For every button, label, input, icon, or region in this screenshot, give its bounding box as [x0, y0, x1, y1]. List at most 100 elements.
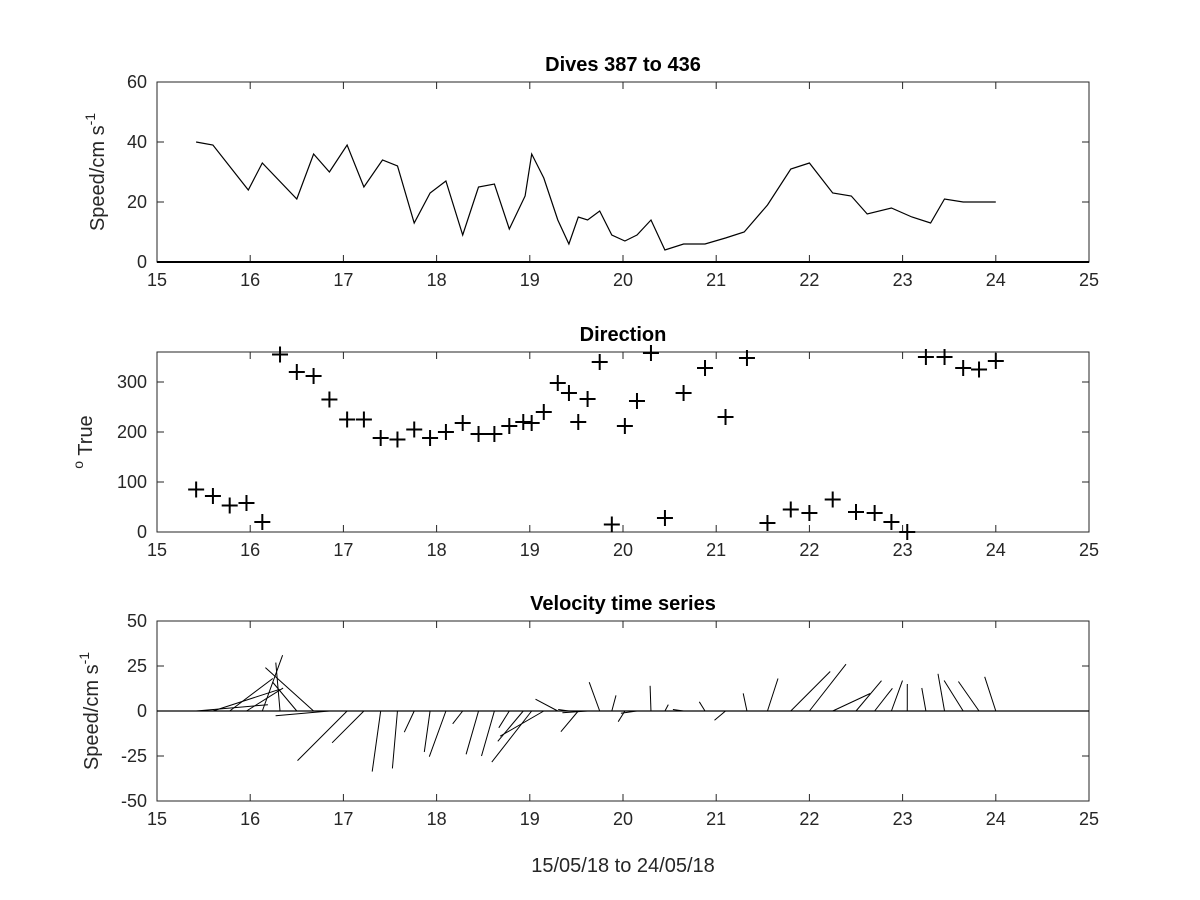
velocity-stick [403, 710, 415, 733]
velocity-panel: Velocity time series 15 16 17 18 19 20 21 22 23 2… [76, 593, 1099, 829]
velocity-stick [874, 687, 893, 712]
x-tick-label: 17 [333, 540, 353, 560]
velocity-stick [832, 693, 871, 712]
direction-point [642, 345, 659, 361]
velocity-stick [535, 698, 558, 712]
speed-plot-frame [156, 81, 1090, 263]
velocity-axis-ticks: 15 16 17 18 19 20 21 22 23 24 25 -50 -25 0 25 50 [121, 611, 1099, 829]
velocity-stick [196, 704, 268, 712]
x-tick-label: 20 [613, 540, 633, 560]
direction-point [238, 495, 255, 511]
figure-xlabel: 15/05/18 to 24/05/18 [531, 855, 715, 877]
speed-panel-title: Dives 387 to 436 [545, 54, 701, 76]
direction-point [883, 514, 900, 530]
x-tick-label: 22 [799, 270, 819, 290]
speed-axis-ticks: 15 16 17 18 19 20 21 22 23 24 25 0 20 40 60 [127, 72, 1099, 290]
direction-point [955, 360, 972, 376]
x-tick-label: 24 [986, 540, 1006, 560]
velocity-stick [742, 693, 748, 712]
velocity-stick [921, 687, 927, 712]
direction-point [523, 415, 540, 431]
velocity-stick [229, 678, 274, 712]
velocity-stick [698, 701, 706, 712]
y-tick-label: 0 [137, 522, 147, 542]
direction-point [321, 391, 338, 408]
x-tick-label: 22 [799, 809, 819, 829]
velocity-stick [428, 710, 447, 757]
velocity-stick [297, 710, 348, 761]
velocity-stick [491, 710, 533, 763]
direction-point [616, 418, 633, 434]
direction-point [936, 349, 953, 365]
y-tick-label: 100 [117, 472, 147, 492]
velocity-stick [620, 710, 638, 714]
direction-point [738, 350, 755, 366]
direction-point [204, 488, 221, 504]
direction-point [628, 393, 645, 409]
direction-point [288, 364, 305, 380]
direction-point [422, 430, 439, 446]
direction-point [899, 524, 916, 540]
speed-line [195, 141, 996, 251]
velocity-stick [943, 680, 964, 712]
direction-point [591, 354, 608, 370]
x-tick-label: 25 [1079, 540, 1099, 560]
direction-plot-frame [156, 351, 1090, 533]
velocity-stick [265, 667, 314, 712]
x-tick-label: 25 [1079, 809, 1099, 829]
velocity-stick [498, 710, 510, 729]
y-tick-label: 0 [137, 252, 147, 272]
x-tick-label: 21 [706, 270, 726, 290]
direction-point [656, 510, 673, 526]
velocity-stick [809, 663, 847, 712]
velocity-stick [984, 676, 997, 712]
velocity-stick [275, 662, 281, 712]
x-tick-label: 16 [240, 540, 260, 560]
velocity-stick [649, 685, 652, 712]
direction-point [272, 346, 289, 363]
direction-point [305, 368, 322, 384]
velocity-stick [261, 655, 284, 712]
direction-point [389, 431, 406, 448]
velocity-stick [452, 710, 464, 725]
direction-point [188, 481, 205, 498]
velocity-series [157, 655, 1089, 772]
x-tick-label: 23 [893, 809, 913, 829]
direction-point [221, 497, 238, 514]
direction-panel-ylabel: o True [70, 415, 97, 468]
direction-point [801, 505, 818, 521]
velocity-stick [957, 681, 980, 712]
y-tick-label: 40 [127, 132, 147, 152]
direction-point [535, 404, 552, 420]
x-tick-label: 19 [520, 809, 540, 829]
direction-point [717, 409, 734, 425]
direction-point [549, 375, 566, 391]
x-tick-label: 19 [520, 270, 540, 290]
direction-point [355, 411, 372, 428]
direction-point [470, 426, 487, 442]
y-tick-label: 50 [127, 611, 147, 631]
direction-point [254, 514, 271, 530]
direction-point [570, 414, 587, 430]
direction-point [437, 424, 454, 440]
direction-point [759, 515, 776, 531]
direction-point [372, 430, 389, 446]
velocity-stick [558, 709, 570, 712]
x-tick-label: 24 [986, 809, 1006, 829]
x-tick-label: 16 [240, 809, 260, 829]
velocity-stick [465, 710, 480, 755]
velocity-stick [246, 687, 284, 712]
x-tick-label: 25 [1079, 270, 1099, 290]
velocity-stick [481, 710, 495, 757]
x-tick-label: 20 [613, 809, 633, 829]
velocity-stick [611, 695, 617, 712]
x-tick-label: 22 [799, 540, 819, 560]
direction-point [917, 349, 934, 365]
y-tick-label: 60 [127, 72, 147, 92]
x-tick-label: 23 [893, 270, 913, 290]
velocity-stick [562, 710, 588, 714]
velocity-stick [672, 709, 684, 712]
y-tick-label: 25 [127, 656, 147, 676]
y-tick-label: -50 [121, 791, 147, 811]
